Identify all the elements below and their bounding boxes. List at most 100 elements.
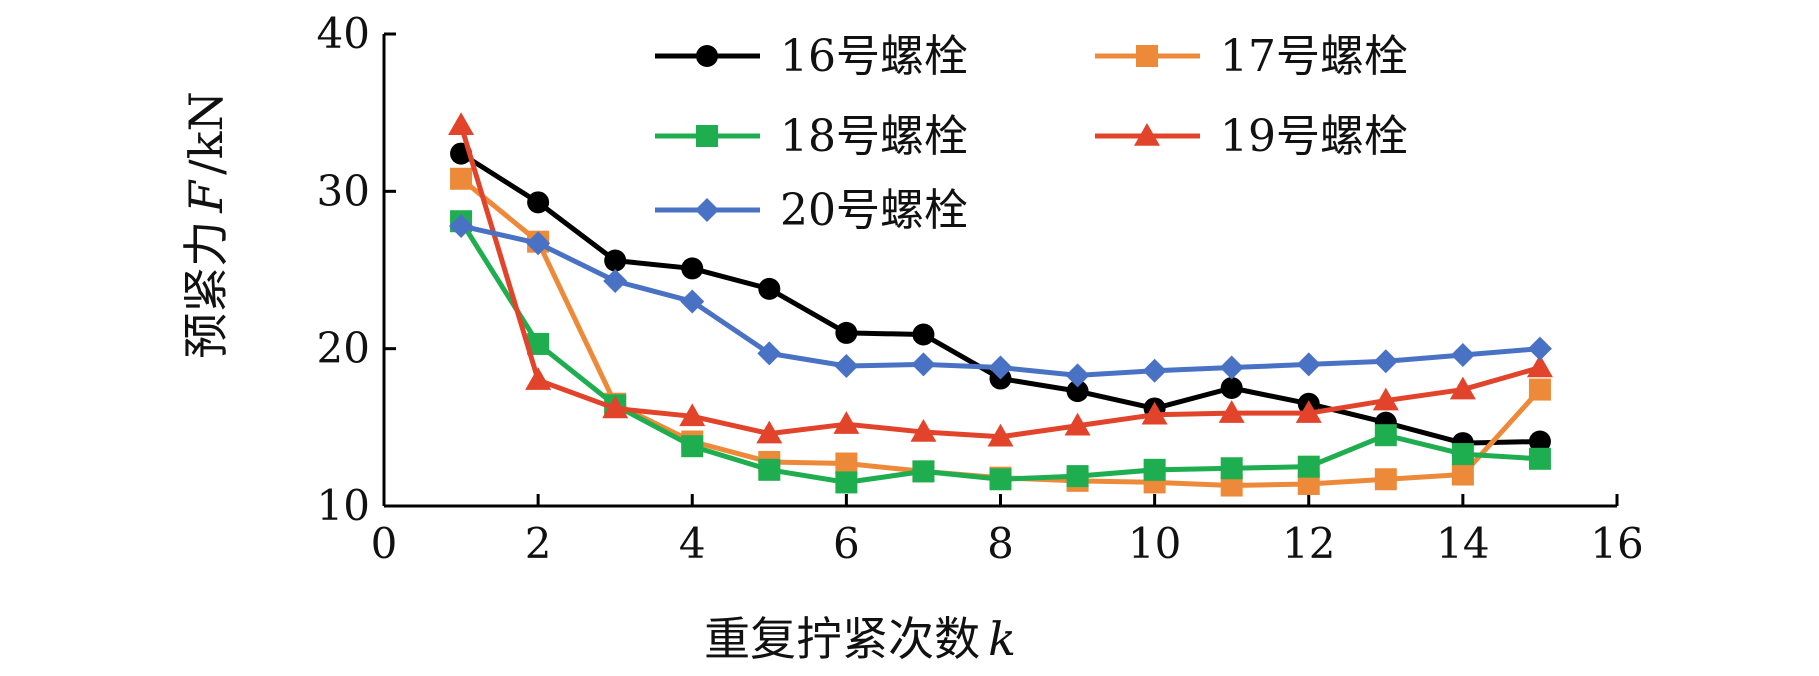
data-point: [988, 355, 1013, 380]
data-point: [1528, 378, 1551, 401]
x-tick-label: 14: [1436, 519, 1489, 568]
data-point: [681, 257, 704, 280]
y-tick-label: 20: [317, 324, 370, 373]
data-point: [449, 213, 474, 238]
data-point: [911, 352, 936, 377]
y-axis-title: 预紧力 F/kN: [179, 91, 233, 359]
data-point: [1220, 457, 1243, 480]
legend-marker: [1134, 123, 1160, 146]
data-point: [1066, 380, 1089, 403]
data-point: [1374, 468, 1397, 491]
axes: 10 20 30 40 0 2 4 6 8 10 12 14 16: [317, 9, 1644, 568]
data-point: [1142, 358, 1167, 383]
legend-label: 18号螺栓: [780, 111, 968, 162]
data-point: [1220, 377, 1243, 399]
x-tick-label: 12: [1282, 519, 1335, 568]
legend-marker: [696, 125, 718, 147]
data-point: [1065, 363, 1090, 388]
x-tick-label: 6: [833, 519, 860, 568]
y-axis-unit: /kN: [179, 91, 233, 175]
data-point: [912, 460, 935, 483]
data-point: [835, 321, 858, 344]
x-axis-variable: k: [988, 612, 1016, 666]
x-tick-label: 8: [987, 519, 1014, 568]
data-point: [681, 435, 704, 458]
x-axis-title-text: 重复拧紧次数: [704, 612, 980, 666]
series-2: [450, 167, 1551, 497]
y-tick-label: 40: [317, 9, 370, 58]
data-point: [1218, 400, 1245, 423]
legend-item: 17号螺栓: [1095, 31, 1408, 82]
data-point: [1374, 424, 1397, 447]
data-point: [1528, 430, 1551, 453]
legend-item: 20号螺栓: [655, 185, 968, 236]
legend-label: 16号螺栓: [780, 31, 968, 82]
data-point: [1220, 474, 1243, 497]
data-point: [834, 353, 859, 378]
legend: 16号螺栓 17号螺栓 18号螺栓 19号螺栓 20号螺栓: [655, 31, 1408, 236]
data-point: [1219, 355, 1244, 380]
data-point: [527, 191, 550, 214]
legend-marker: [695, 198, 719, 222]
data-point: [757, 341, 782, 366]
legend-item: 19号螺栓: [1095, 111, 1408, 162]
data-point: [835, 452, 858, 475]
y-axis-title-text: 预紧力: [179, 221, 233, 359]
data-point: [833, 411, 860, 434]
data-point: [604, 249, 627, 272]
data-point: [1295, 400, 1322, 423]
data-point: [603, 269, 628, 294]
x-tick-label: 0: [371, 519, 398, 568]
data-point: [758, 277, 781, 300]
data-point: [989, 468, 1012, 491]
legend-item: 18号螺栓: [655, 111, 968, 162]
legend-marker: [1136, 45, 1158, 67]
legend-item: 16号螺栓: [655, 31, 968, 82]
y-axis-variable: F: [179, 179, 233, 214]
data-point: [756, 420, 783, 444]
data-point: [1064, 412, 1091, 436]
series-line: [460, 223, 1541, 378]
data-point: [835, 471, 858, 494]
y-tick-label: 30: [317, 166, 370, 215]
x-tick-label: 16: [1590, 519, 1643, 568]
data-point: [448, 112, 475, 136]
series-3: [450, 210, 1551, 494]
data-point: [987, 423, 1014, 447]
data-point: [1372, 387, 1399, 411]
data-point: [1527, 336, 1552, 361]
series-5: [449, 213, 1552, 388]
data-point: [1066, 465, 1089, 488]
data-point: [527, 332, 550, 355]
data-point: [1451, 443, 1474, 466]
y-tick-label: 10: [317, 481, 370, 530]
data-point: [1141, 401, 1168, 425]
plot-area: [448, 112, 1553, 497]
data-point: [602, 395, 629, 419]
data-point: [758, 458, 781, 481]
data-point: [1449, 376, 1476, 400]
series-4: [448, 112, 1553, 447]
data-point: [1451, 463, 1474, 486]
data-point: [525, 367, 552, 390]
data-point: [450, 167, 473, 190]
legend-marker: [696, 45, 718, 67]
x-tick-label: 2: [525, 519, 552, 568]
data-point: [1143, 458, 1166, 481]
data-point: [912, 323, 935, 346]
data-point: [1297, 472, 1320, 495]
data-point: [1528, 447, 1551, 470]
data-point: [680, 289, 705, 314]
x-tick-label: 10: [1128, 519, 1181, 568]
data-point: [1373, 349, 1398, 374]
data-point: [526, 231, 551, 256]
x-axis-title: 重复拧紧次数 k: [704, 612, 1016, 666]
data-point: [910, 419, 937, 442]
data-point: [679, 403, 706, 427]
data-point: [1526, 354, 1553, 378]
data-point: [1450, 342, 1475, 367]
legend-label: 20号螺栓: [780, 185, 968, 236]
legend-label: 17号螺栓: [1220, 31, 1408, 82]
data-point: [1297, 455, 1320, 478]
